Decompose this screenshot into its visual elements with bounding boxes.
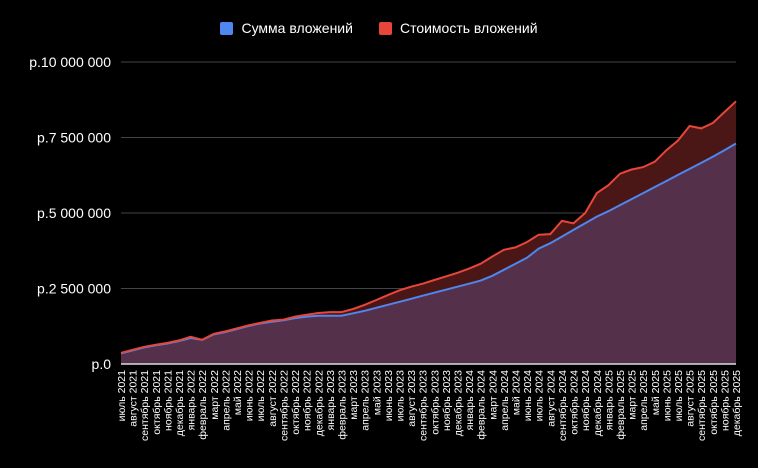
x-tick-label: март 2022 — [209, 370, 221, 420]
x-tick-label: июль 2023 — [394, 370, 406, 422]
x-tick-label: октябрь 2022 — [290, 370, 302, 435]
x-tick-label: май 2023 — [371, 370, 383, 415]
x-tick-label: декабрь 2023 — [453, 370, 465, 436]
x-tick-label: август 2024 — [545, 370, 557, 427]
legend-item-sum[interactable]: Сумма вложений — [220, 20, 353, 36]
x-tick-label: январь 2022 — [186, 370, 198, 431]
legend-label: Стоимость вложений — [399, 20, 538, 36]
x-tick-label: август 2023 — [406, 370, 418, 427]
legend-item-value[interactable]: Стоимость вложений — [378, 20, 538, 36]
x-tick-label: сентябрь 2021 — [139, 370, 151, 441]
x-tick-label: сентябрь 2022 — [278, 370, 290, 441]
x-tick-label: декабрь 2024 — [592, 370, 604, 436]
area-sum — [121, 143, 736, 364]
legend-label: Сумма вложений — [241, 20, 353, 36]
x-tick-label: декабрь 2025 — [731, 370, 743, 436]
x-tick-label: октябрь 2025 — [708, 370, 720, 435]
x-tick-label: январь 2023 — [325, 370, 337, 431]
x-tick-label: сентябрь 2024 — [557, 370, 569, 441]
x-tick-label: август 2021 — [128, 370, 140, 427]
x-tick-label: октябрь 2023 — [429, 370, 441, 435]
x-tick-label: декабрь 2022 — [313, 370, 325, 436]
x-tick-label: ноябрь 2025 — [719, 370, 731, 431]
x-tick-label: август 2022 — [267, 370, 279, 427]
y-tick-label: р.2 500 000 — [37, 281, 111, 297]
y-tick-label: р.7 500 000 — [37, 130, 111, 146]
x-tick-label: июнь 2025 — [661, 370, 673, 421]
x-tick-label: февраль 2023 — [336, 370, 348, 440]
x-tick-label: март 2025 — [627, 370, 639, 420]
x-tick-label: февраль 2022 — [197, 370, 209, 440]
x-tick-label: январь 2025 — [603, 370, 615, 431]
x-tick-label: апрель 2024 — [499, 370, 511, 431]
x-tick-label: ноябрь 2021 — [162, 370, 174, 431]
x-tick-label: май 2022 — [232, 370, 244, 415]
x-tick-label: октябрь 2024 — [569, 370, 581, 435]
legend-swatch-red — [378, 21, 392, 35]
x-tick-label: июнь 2022 — [244, 370, 256, 421]
x-tick-label: июль 2021 — [116, 370, 128, 422]
x-tick-label: июль 2022 — [255, 370, 267, 422]
x-tick-label: февраль 2025 — [615, 370, 627, 440]
x-tick-label: апрель 2023 — [360, 370, 372, 431]
x-tick-label: май 2024 — [511, 370, 523, 415]
x-tick-label: июнь 2023 — [383, 370, 395, 421]
series-line-value — [120, 100, 737, 354]
x-tick-label: сентябрь 2025 — [696, 370, 708, 441]
x-tick-label: март 2024 — [487, 370, 499, 420]
x-tick-label: июль 2024 — [534, 370, 546, 422]
x-tick-label: январь 2024 — [464, 370, 476, 431]
x-tick-label: март 2023 — [348, 370, 360, 420]
y-tick-label: р.0 — [92, 356, 112, 372]
y-tick-label: р.10 000 000 — [29, 54, 111, 70]
x-tick-label: июль 2025 — [673, 370, 685, 422]
x-tick-label: июнь 2024 — [522, 370, 534, 421]
x-tick-label: ноябрь 2024 — [580, 370, 592, 431]
x-tick-label: апрель 2022 — [220, 370, 232, 431]
x-tick-label: май 2025 — [650, 370, 662, 415]
x-tick-label: апрель 2025 — [638, 370, 650, 431]
x-tick-label: декабрь 2021 — [174, 370, 186, 436]
legend: Сумма вложений Стоимость вложений — [0, 20, 758, 36]
x-tick-label: сентябрь 2023 — [418, 370, 430, 441]
legend-swatch-blue — [220, 21, 234, 35]
x-tick-label: август 2025 — [685, 370, 697, 427]
x-tick-label: февраль 2024 — [476, 370, 488, 440]
x-tick-label: ноябрь 2023 — [441, 370, 453, 431]
x-tick-label: ноябрь 2022 — [302, 370, 314, 431]
y-tick-label: р.5 000 000 — [37, 205, 111, 221]
x-tick-label: октябрь 2021 — [151, 370, 163, 435]
